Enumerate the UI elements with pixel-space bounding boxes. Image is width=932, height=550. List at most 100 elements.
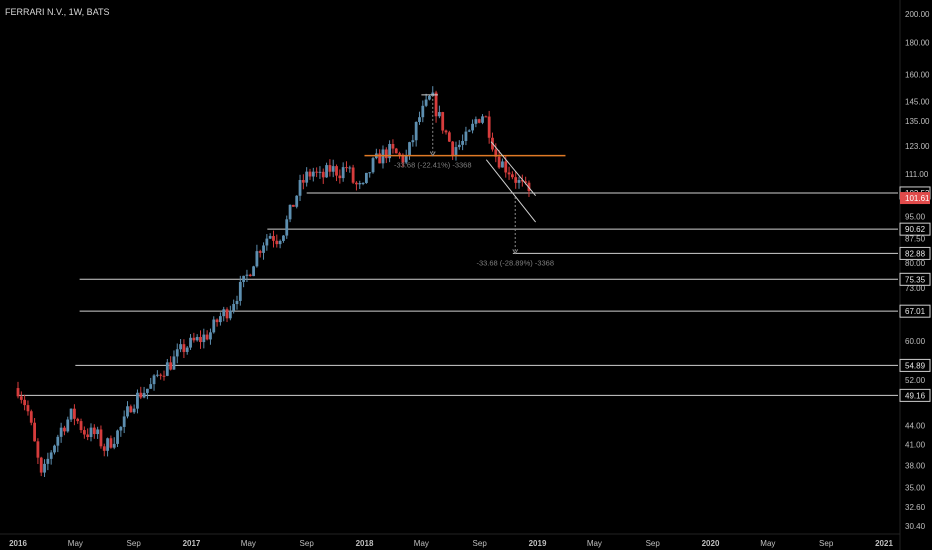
candle-body-60 [215,319,219,323]
y-tick-label-19: 38.00 [905,461,926,470]
candle-body-10 [49,452,53,459]
measure-arrow-1 [512,249,519,255]
level-tag-2 [899,246,931,260]
candle-body-21 [86,434,90,437]
measure-label-1: -33.68 (-28.89%) -3368 [476,258,554,267]
y-tick-label-6: 111.00 [905,170,929,179]
candle-body-6 [36,441,40,458]
y-tick-label-13: 60.00 [905,337,926,346]
candle-body-91 [318,171,322,173]
y-tick-label-10: 80.00 [905,259,926,268]
candle-body-45 [165,362,169,376]
candle-body-132 [454,147,458,156]
x-tick-label-2: Sep [127,539,142,548]
candle-body-66 [235,300,239,305]
candle-body-12 [56,436,60,446]
candle-body-48 [175,349,179,357]
candle-body-27 [106,438,109,451]
y-tick-label-17: 44.00 [905,422,926,431]
candle-body-123 [424,99,428,106]
candle-body-147 [504,161,508,173]
channel-lower[interactable] [485,159,537,223]
candle-body-64 [228,310,232,319]
candle-body-29 [112,443,116,448]
measure-label-0: -33.68 (-22.41%) -3368 [394,161,472,170]
candle-body-44 [162,375,166,377]
candle-body-136 [467,130,471,132]
x-tick-label-0: 2016 [9,539,27,548]
candle-body-17 [73,408,76,419]
candle-body-14 [63,427,66,432]
candle-body-129 [444,130,448,133]
candle-body-144 [494,149,498,157]
candle-body-30 [116,430,119,444]
candle-body-51 [185,347,189,352]
x-tick-label-11: Sep [646,539,661,548]
candle-body-49 [179,344,182,350]
candle-body-32 [122,416,126,427]
candle-body-39 [146,388,149,393]
candle-body-79 [278,240,282,245]
y-tick-label-9: 87.50 [905,235,926,244]
level-tag-label-3: 75.35 [905,275,926,284]
x-tick-label-9: 2019 [529,539,547,548]
candle-body-121 [418,117,421,123]
candle-body-16 [69,408,73,420]
last-price-label: 101.61 [905,194,930,203]
candle-body-99 [345,167,348,169]
y-tick-label-20: 35.00 [905,484,926,493]
candle-body-151 [517,180,521,183]
candle-body-100 [348,167,352,169]
candle-body-35 [132,408,136,413]
measure-arrow-0 [429,151,436,157]
candle-body-148 [507,172,511,175]
x-tick-label-7: May [414,539,429,548]
candle-body-104 [361,182,365,184]
candle-body-40 [149,384,153,389]
x-axis: 2016 May Sep 2017 May Sep 2018 May Sep 2019 May Sep… [0,533,900,548]
level-tag-label-6: 49.16 [905,391,926,400]
candle-body-47 [172,356,176,370]
candle-body-25 [99,429,103,447]
candle-body-125 [431,92,435,96]
candle-body-18 [76,418,80,422]
candle-body-124 [428,95,431,100]
candle-body-112 [388,144,392,159]
candle-body-37 [139,392,143,398]
candle-body-150 [514,177,518,183]
candle-body-87 [305,171,309,183]
level-tag-4 [899,304,931,318]
candle-body-2 [23,399,27,406]
candle-body-96 [335,166,338,176]
candle-body-61 [218,316,222,323]
candle-body-69 [245,274,249,276]
candle-body-142 [487,116,491,138]
candle-body-8 [43,463,46,473]
level-tag-label-4: 67.01 [905,307,926,316]
x-tick-label-13: May [760,539,775,548]
candle-body-133 [457,144,461,148]
candle-body-57 [205,334,209,340]
candle-body-7 [39,457,43,473]
candle-body-22 [89,427,93,437]
candle-body-52 [189,337,192,348]
candle-body-93 [325,165,328,178]
x-tick-label-8: Sep [473,539,488,548]
x-tick-label-12: 2020 [702,539,720,548]
candle-body-152 [520,180,524,182]
candle-body-102 [355,182,358,185]
candle-body-1 [19,396,23,400]
candle-body-76 [268,236,272,239]
candle-body-90 [315,171,319,173]
candle-body-33 [126,406,129,417]
last-price-tag [900,192,930,205]
channel-upper[interactable] [490,141,536,196]
candle-body-28 [109,438,113,448]
candle-body-68 [242,275,246,282]
candle-body-140 [481,116,484,123]
candle-body-115 [398,153,401,155]
candle-body-103 [358,183,362,185]
candle-body-95 [331,166,335,172]
level-tag-3 [899,272,931,286]
